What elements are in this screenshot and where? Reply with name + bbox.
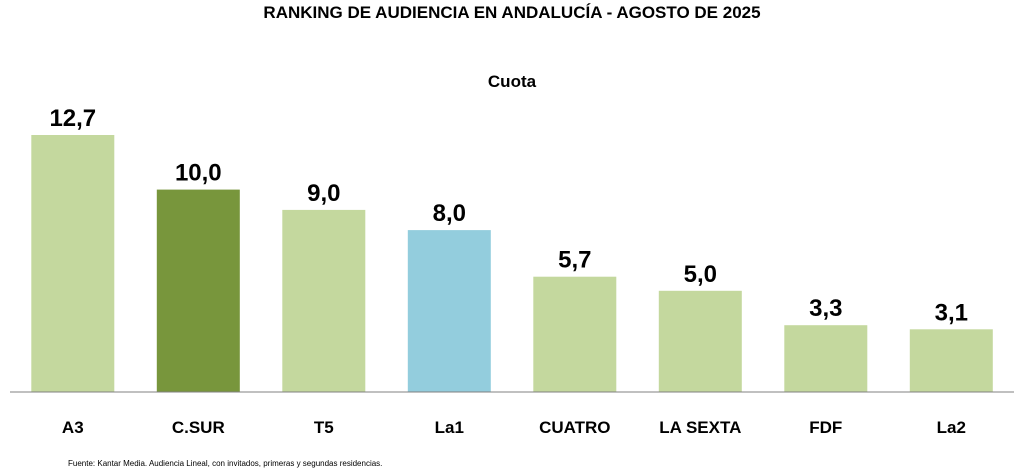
value-label-la2: 3,1 (935, 299, 968, 326)
category-label-t5: T5 (314, 418, 334, 437)
chart-subtitle: Cuota (487, 72, 537, 91)
category-label-c-sur: C.SUR (172, 418, 225, 437)
chart-title: RANKING DE AUDIENCIA EN ANDALUCÍA - AGOS… (263, 3, 761, 22)
value-label-la1: 8,0 (433, 200, 466, 227)
source-note: Fuente: Kantar Media. Audiencia Lineal, … (68, 459, 383, 468)
category-labels-group: A3 C.SUR T5 La1 CUATRO LA SEXTA FDF La2 (62, 418, 966, 437)
category-label-la1: La1 (435, 418, 464, 437)
category-label-cuatro: CUATRO (539, 418, 610, 437)
bar-la1 (407, 230, 491, 392)
bar-la-sexta (658, 290, 742, 392)
value-label-cuatro: 5,7 (558, 247, 591, 274)
value-label-c-sur: 10,0 (175, 160, 222, 187)
bar-la2 (909, 329, 993, 392)
bar-c-sur (156, 189, 240, 392)
bar-fdf (784, 325, 868, 392)
bar-t5 (282, 209, 366, 392)
category-label-fdf: FDF (809, 418, 842, 437)
value-label-t5: 9,0 (307, 180, 340, 207)
bar-a3 (31, 135, 115, 392)
category-label-la2: La2 (937, 418, 966, 437)
bars-group (31, 135, 993, 392)
value-label-la-sexta: 5,0 (684, 261, 717, 288)
category-label-a3: A3 (62, 418, 84, 437)
value-label-fdf: 3,3 (809, 295, 842, 322)
bar-cuatro (533, 276, 617, 392)
category-label-la-sexta: LA SEXTA (659, 418, 741, 437)
value-labels-group: 12,7 10,0 9,0 8,0 5,7 5,0 3,3 3,1 (49, 105, 968, 326)
value-label-a3: 12,7 (49, 105, 96, 132)
